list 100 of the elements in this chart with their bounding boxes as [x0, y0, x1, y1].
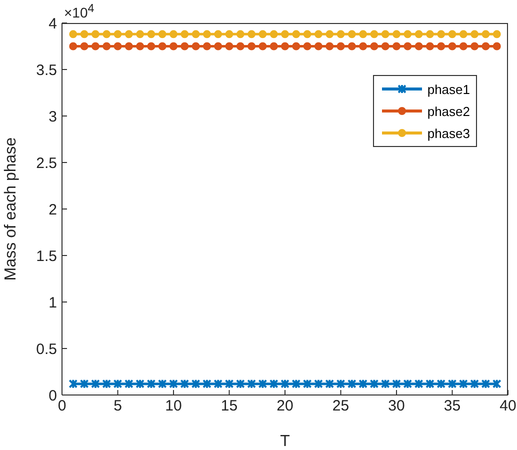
point [258, 30, 267, 38]
point [392, 378, 401, 389]
legend-label: phase3 [427, 126, 470, 140]
point [170, 42, 178, 50]
point [336, 42, 345, 50]
point [358, 378, 368, 389]
point [169, 378, 178, 389]
point [236, 42, 244, 50]
point [392, 30, 400, 38]
x-tick-label: 30 [388, 398, 405, 415]
point [458, 378, 468, 389]
point [69, 30, 78, 38]
point [470, 42, 479, 50]
point [492, 42, 501, 50]
legend-label: phase1 [427, 82, 470, 96]
point [414, 30, 423, 38]
point [437, 42, 446, 50]
point [459, 42, 468, 50]
legend-label: phase2 [427, 104, 470, 118]
point [347, 378, 356, 389]
point [90, 378, 100, 389]
point [302, 378, 312, 389]
point [292, 42, 300, 50]
point [281, 30, 289, 38]
point [214, 30, 222, 38]
point [270, 30, 278, 38]
point [225, 42, 234, 50]
point [258, 42, 267, 50]
point [359, 42, 368, 50]
point [314, 42, 322, 50]
point [114, 42, 122, 50]
x-axis-title: T [280, 433, 290, 450]
point [146, 378, 156, 389]
point [292, 378, 301, 389]
point [124, 42, 133, 50]
point [102, 378, 112, 389]
point [192, 30, 200, 38]
point [236, 30, 244, 38]
x-tick-label: 15 [220, 398, 238, 415]
point [359, 30, 368, 38]
point [426, 30, 434, 38]
point [414, 378, 424, 389]
point [113, 378, 122, 389]
y-tick-label: 1.5 [36, 248, 57, 265]
point [348, 42, 356, 50]
point [147, 42, 156, 50]
y-axis-title: Mass of each phase [2, 137, 20, 281]
point [280, 378, 290, 389]
point [180, 30, 189, 38]
point [180, 378, 190, 389]
point [326, 30, 334, 38]
point [381, 30, 390, 38]
point [448, 378, 457, 389]
point [492, 30, 501, 38]
point [147, 30, 156, 38]
point [270, 42, 278, 50]
x-tick-label: 35 [444, 398, 461, 415]
point [482, 42, 490, 50]
point [404, 30, 412, 38]
point [437, 30, 446, 38]
x-tick-label: 40 [500, 398, 516, 415]
y-tick-label: 3.5 [36, 62, 57, 79]
point [303, 42, 312, 50]
point [91, 42, 100, 50]
point [370, 30, 378, 38]
point [370, 42, 378, 50]
text: ×10$^{4}$ [64, 2, 94, 21]
point [225, 30, 234, 38]
point [180, 42, 189, 50]
point [303, 30, 312, 38]
x-tick-label: 10 [165, 398, 182, 415]
point [158, 42, 166, 50]
point [336, 378, 346, 389]
point [136, 30, 144, 38]
point [348, 30, 356, 38]
point [247, 378, 256, 389]
point [236, 378, 245, 389]
point [481, 378, 490, 389]
point [170, 30, 178, 38]
point [102, 30, 111, 38]
point [114, 30, 122, 38]
point [124, 378, 134, 389]
point [292, 30, 300, 38]
point [426, 42, 434, 50]
point [482, 30, 490, 38]
point [414, 42, 423, 50]
point [314, 30, 322, 38]
point [314, 378, 323, 389]
point [381, 42, 390, 50]
y-tick-label: 2 [48, 201, 57, 218]
point [326, 42, 334, 50]
point [392, 42, 400, 50]
point [248, 42, 256, 50]
y-tick-label: 4 [48, 15, 57, 32]
x-tick-label: 25 [332, 398, 350, 415]
point [202, 378, 212, 389]
point [224, 378, 234, 389]
point [403, 378, 412, 389]
point [380, 378, 390, 389]
point [136, 378, 145, 389]
